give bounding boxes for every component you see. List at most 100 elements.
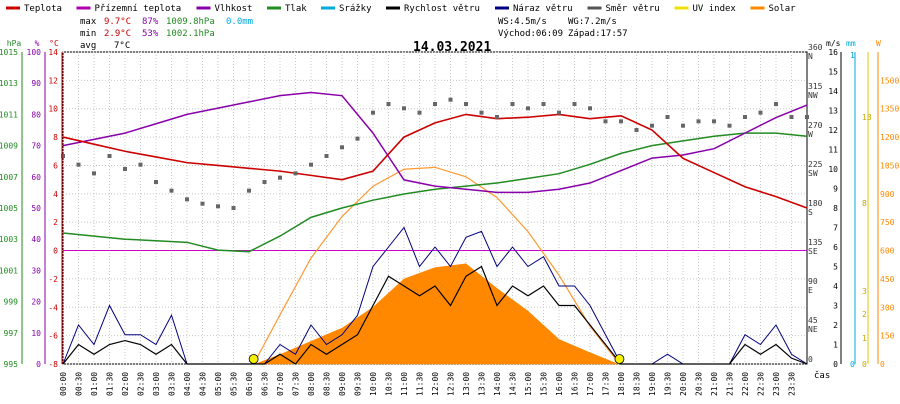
axis-tick-temp: -2 (48, 275, 58, 284)
axis-unit-solar: W (876, 39, 881, 48)
axis-tick-hpa: 1009 (0, 142, 18, 151)
x-tick-label: 15:00 (524, 372, 533, 396)
axis-tick-solar: 750 (880, 218, 895, 227)
axis-tick-humidity: 80 (31, 110, 41, 119)
series-wind-direction-point (92, 171, 96, 176)
x-tick-label: 12:00 (431, 372, 440, 396)
axis-tick-solar: 0 (880, 360, 885, 369)
axis-tick-ms: 4 (833, 282, 838, 291)
axis-tick-solar: 1200 (880, 133, 899, 142)
axis-tick-hpa: 1007 (0, 173, 18, 182)
series-wind-direction-point (588, 106, 592, 111)
series-wind-direction-point (743, 115, 747, 119)
series-wind-direction-point (696, 119, 701, 124)
series-wind-direction-point (386, 102, 391, 106)
stats-max-rain: 0.0mm (226, 17, 253, 27)
series-wind-direction-point (479, 110, 484, 115)
axis-tick-direction: N (808, 52, 813, 61)
x-tick-label: 23:00 (772, 372, 781, 396)
axis-tick-direction: 360 (808, 43, 823, 52)
x-tick-label: 12:30 (447, 372, 456, 396)
series-wind-direction-point (448, 97, 453, 102)
stats-sunset: Západ:17:57 (568, 29, 628, 39)
axis-tick-direction: 45 (808, 316, 818, 325)
axis-tick-direction: 225 (808, 160, 823, 169)
x-tick-label: 01:00 (90, 372, 99, 396)
x-tick-label: 03:30 (168, 372, 177, 396)
series-wind-direction-point (200, 201, 205, 206)
axis-tick-ms: 14 (828, 87, 838, 96)
x-tick-label: 20:30 (695, 372, 704, 396)
x-tick-label: 10:30 (385, 372, 394, 396)
series-wind-direction-point (572, 102, 577, 106)
axis-tick-ms: 1 (833, 341, 838, 350)
axis-tick-hpa: 995 (4, 360, 19, 369)
series-wind-direction-point (154, 180, 158, 184)
x-tick-label: 22:30 (757, 372, 766, 396)
stats-max-temp: 9.7°C (104, 17, 131, 27)
legend-label: Náraz větru (513, 4, 573, 14)
series-wind-direction-point (107, 154, 112, 158)
legend: Teplota Přízemní teplota Vlhkost Tlak Srážky… (6, 4, 796, 14)
x-tick-label: 06:30 (261, 372, 270, 396)
stats-min-label: min (80, 29, 96, 39)
x-tick-label: 23:30 (788, 372, 797, 396)
stats-min-hum: 53% (142, 29, 159, 39)
stats-max-hum: 87% (142, 17, 159, 27)
axis-tick-hpa: 1003 (0, 235, 18, 244)
series-wind-direction-point (650, 123, 654, 128)
stats-avg-temp: 7°C (114, 41, 130, 51)
axis-tick-uv: 8 (862, 199, 867, 208)
series-humidity (62, 91, 808, 194)
x-tick-label: 14:30 (509, 372, 518, 396)
stats-min-press: 1002.1hPa (166, 29, 215, 39)
axis-tick-ms: 12 (828, 126, 838, 135)
axis-tick-temp: 14 (48, 48, 58, 57)
stats-wg: WG:7.2m/s (568, 17, 617, 27)
x-tick-label: 18:30 (633, 372, 642, 396)
series-wind-direction-point (247, 188, 251, 193)
stats-sunrise: Východ:06:09 (498, 29, 563, 39)
axis-tick-ms: 3 (833, 302, 838, 311)
x-tick-label: 10:00 (369, 372, 378, 396)
series-wind-direction-point (340, 145, 344, 150)
series-wind-direction-point (417, 110, 422, 115)
axis-tick-direction: 90 (808, 277, 818, 286)
chart-title: 14.03.2021 (413, 40, 491, 55)
x-tick-label: 08:00 (307, 372, 316, 396)
series-wind-direction-point (665, 115, 670, 119)
series-wind-direction-point (541, 102, 546, 106)
axis-tick-ms: 15 (828, 68, 838, 77)
x-tick-label: 07:00 (276, 372, 285, 396)
axes: 1015101310111009100710051003100199999799… (0, 39, 899, 396)
axis-tick-hpa: 1015 (0, 48, 18, 57)
axis-tick-temp: 12 (48, 76, 58, 85)
axis-tick-solar: 300 (880, 303, 895, 312)
series-wind-direction-point (619, 119, 623, 124)
axis-tick-direction: W (808, 130, 813, 139)
sun-marker (248, 354, 259, 364)
axis-tick-temp: 4 (53, 190, 58, 199)
series-wind-direction-point (712, 119, 716, 124)
series-wind-direction-point (231, 206, 236, 210)
x-tick-label: 01:30 (106, 372, 115, 396)
x-tick-label: 09:30 (354, 372, 363, 396)
x-axis-label: čas (814, 370, 830, 381)
axis-tick-hpa: 999 (4, 298, 19, 307)
series-wind-direction-point (634, 128, 639, 132)
axis-tick-ms: 6 (833, 243, 838, 252)
axis-tick-uv: 1 (862, 334, 867, 343)
axis-tick-ms: 2 (833, 321, 838, 330)
series-wind-direction-point (216, 204, 220, 209)
x-tick-label: 17:30 (602, 372, 611, 396)
axis-tick-direction: NE (808, 325, 818, 334)
x-tick-label: 02:00 (121, 372, 130, 396)
axis-tick-ms: 0 (833, 360, 838, 369)
axis-tick-humidity: 60 (31, 173, 41, 182)
legend-label: Solar (769, 4, 797, 14)
series-wind-direction-point (774, 102, 778, 106)
legend-label: Přízemní teplota (95, 4, 182, 14)
axis-tick-mm: 1 (850, 51, 855, 60)
axis-tick-direction: S (808, 208, 813, 217)
axis-tick-direction: SW (808, 169, 818, 178)
